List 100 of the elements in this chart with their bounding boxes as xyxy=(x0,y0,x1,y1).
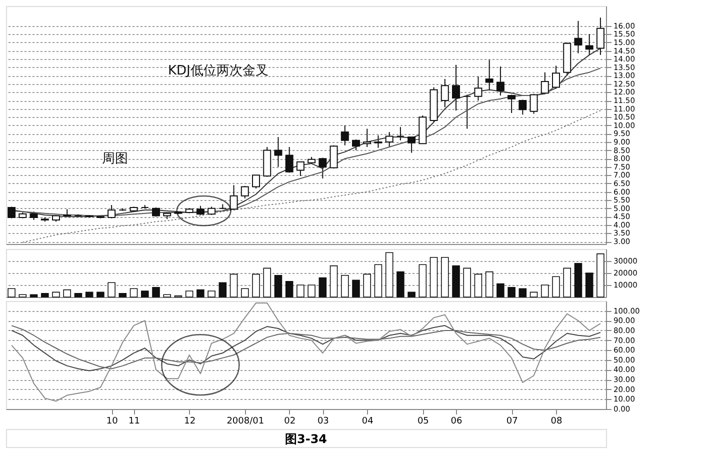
candlestick xyxy=(196,205,204,216)
candlestick xyxy=(496,66,504,96)
annotation: KDJ低位两次金叉 xyxy=(168,63,268,78)
candlestick xyxy=(508,94,516,114)
bar xyxy=(85,292,94,298)
bar xyxy=(385,252,394,298)
bar xyxy=(185,290,194,298)
bar xyxy=(118,293,127,298)
bar xyxy=(208,290,216,298)
bar xyxy=(263,268,272,298)
bar xyxy=(552,276,560,298)
bar xyxy=(163,294,172,298)
x-tick-label: 04 xyxy=(362,416,374,426)
candlestick xyxy=(385,132,394,148)
bar xyxy=(440,257,449,298)
bar xyxy=(574,263,582,298)
bar xyxy=(140,290,149,298)
annotation: 周图 xyxy=(102,151,128,166)
bar xyxy=(452,265,460,298)
candlestick xyxy=(274,136,282,168)
candlestick xyxy=(596,17,604,56)
line-series xyxy=(22,110,601,243)
candlestick xyxy=(374,134,382,148)
x-tick-label: 07 xyxy=(506,416,518,426)
bar xyxy=(396,271,404,298)
x-tick-label: 06 xyxy=(450,416,462,426)
bar xyxy=(40,293,49,298)
bar xyxy=(318,277,327,298)
caption: 图3-34 xyxy=(284,432,328,446)
candlestick xyxy=(552,65,560,90)
candlestick xyxy=(574,20,582,54)
bar xyxy=(363,274,372,298)
bar xyxy=(418,264,427,298)
x-tick-label: 08 xyxy=(550,416,562,426)
bar xyxy=(130,288,138,298)
bar xyxy=(352,280,360,298)
bar xyxy=(530,292,538,298)
candlestick xyxy=(8,206,16,219)
candlestick xyxy=(252,174,260,189)
bar xyxy=(296,284,304,298)
bar xyxy=(8,288,16,298)
bar xyxy=(518,288,527,298)
candlestick xyxy=(585,34,594,56)
bar xyxy=(408,292,416,298)
candlestick xyxy=(352,139,360,151)
x-tick-label: 12 xyxy=(184,416,196,426)
candlestick xyxy=(396,126,404,141)
bar xyxy=(330,265,338,298)
candlestick xyxy=(452,64,460,111)
x-tick-label: 03 xyxy=(317,416,329,426)
bar xyxy=(240,288,249,298)
bar xyxy=(496,283,504,298)
bar xyxy=(474,274,482,298)
candlestick xyxy=(340,124,349,146)
candlestick xyxy=(240,185,249,199)
candlestick xyxy=(363,128,372,148)
bar xyxy=(540,284,549,298)
bar xyxy=(563,268,572,298)
x-tick-label: 11 xyxy=(128,416,140,426)
bar xyxy=(230,274,238,298)
bar xyxy=(340,275,349,298)
x-tick-label: 10 xyxy=(106,416,118,426)
bar xyxy=(463,268,472,298)
bar xyxy=(430,257,438,298)
bar xyxy=(252,274,260,298)
bar xyxy=(30,294,38,298)
bar xyxy=(18,294,27,298)
x-tick-label: 02 xyxy=(284,416,296,426)
candlestick xyxy=(285,146,294,174)
candlestick xyxy=(485,59,494,92)
candlestick xyxy=(474,76,482,102)
candlestick xyxy=(408,136,416,154)
candlestick xyxy=(518,99,527,116)
candlestick xyxy=(440,78,449,108)
bar xyxy=(63,289,72,298)
bar xyxy=(596,253,604,298)
bar xyxy=(152,287,160,298)
candlestick xyxy=(463,94,472,130)
bar xyxy=(308,284,316,298)
bar xyxy=(196,289,204,298)
line-series xyxy=(11,302,601,402)
bar xyxy=(74,293,82,298)
bar xyxy=(374,264,382,298)
bar xyxy=(96,292,104,298)
bar xyxy=(285,281,294,298)
bar xyxy=(52,292,60,298)
bar xyxy=(508,287,516,298)
candlestick xyxy=(318,157,327,179)
bar xyxy=(108,282,116,298)
candlestick xyxy=(540,72,549,94)
x-tick-label: 05 xyxy=(417,416,429,426)
candlestick xyxy=(108,204,116,219)
candlestick xyxy=(296,161,304,176)
bar xyxy=(585,272,594,298)
bar xyxy=(274,275,282,298)
candlestick xyxy=(530,93,538,114)
bar xyxy=(485,271,494,298)
x-tick-label: 2008/01 xyxy=(226,416,264,426)
candlestick xyxy=(330,144,338,170)
bar xyxy=(218,282,227,298)
